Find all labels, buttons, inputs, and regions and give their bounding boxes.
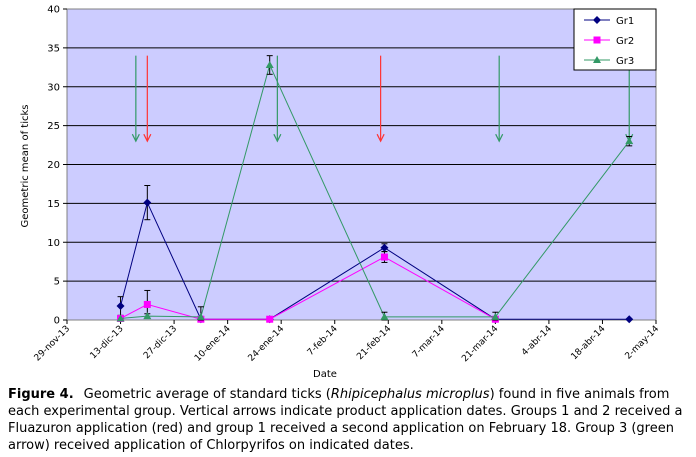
y-tick-label: 10 xyxy=(47,238,60,249)
series-gr3 xyxy=(116,55,634,322)
y-tick-label: 40 xyxy=(47,5,60,16)
legend-label: Gr3 xyxy=(616,56,634,67)
arrow-head xyxy=(273,133,282,143)
y-tick-label: 35 xyxy=(47,43,60,54)
application-arrow xyxy=(495,55,504,143)
caption-label: Figure 4 xyxy=(8,387,69,402)
x-tick-label: 7-mar-14 xyxy=(411,324,447,360)
x-tick-label: 21-mar-14 xyxy=(460,324,500,364)
caption-text: Geometric average of standard ticks (Rhi… xyxy=(8,387,683,453)
point-marker xyxy=(266,315,274,323)
point-marker xyxy=(593,36,601,44)
point-marker xyxy=(196,312,205,320)
y-axis-label: Geometric mean of ticks xyxy=(20,105,31,228)
application-arrow xyxy=(131,55,140,143)
point-marker xyxy=(116,302,125,311)
x-tick-label: 29-nov-13 xyxy=(33,324,72,363)
point-marker xyxy=(265,60,274,68)
x-tick-label: 4-abr-14 xyxy=(520,324,554,358)
point-marker xyxy=(625,315,634,324)
x-tick-label: 7-feb-14 xyxy=(306,324,340,358)
point-marker xyxy=(143,198,152,207)
application-arrows xyxy=(131,55,634,143)
legend-items: Gr1 Gr2 Gr3 xyxy=(584,16,634,67)
point-marker xyxy=(380,253,388,261)
figure-caption: Figure 4. Geometric average of standard t… xyxy=(8,386,692,454)
legend-label: Gr1 xyxy=(616,16,634,27)
legend-item: Gr3 xyxy=(584,56,634,67)
application-arrow xyxy=(376,55,385,143)
legend: Gr1 Gr2 Gr3 xyxy=(573,8,657,71)
x-tick-label: 24-ene-14 xyxy=(247,324,287,364)
data-series xyxy=(116,55,634,324)
legend-item: Gr1 xyxy=(584,16,634,27)
point-marker xyxy=(625,137,634,145)
y-tick-label: 5 xyxy=(54,277,60,288)
x-tick-label: 18-abr-14 xyxy=(570,324,608,362)
caption-period: . xyxy=(68,387,74,402)
y-tick-label: 15 xyxy=(47,199,60,210)
arrow-head xyxy=(143,133,152,143)
point-marker xyxy=(593,16,601,24)
point-marker xyxy=(380,243,389,252)
x-tick-label: 27-dic-13 xyxy=(142,324,179,361)
y-tick-label: 20 xyxy=(47,160,60,171)
x-tick-label: 10-ene-14 xyxy=(193,324,233,364)
y-tick-label: 0 xyxy=(54,316,60,327)
application-arrow xyxy=(273,55,282,143)
y-tick-label: 30 xyxy=(47,82,60,93)
arrow-head xyxy=(495,133,504,143)
x-tick-label: 21-feb-14 xyxy=(355,324,393,362)
point-marker xyxy=(143,312,152,320)
point-marker xyxy=(143,300,151,308)
series-line xyxy=(120,256,496,320)
gridlines xyxy=(63,8,657,324)
point-marker xyxy=(116,314,125,322)
point-marker xyxy=(491,312,500,320)
x-axis-label: Date xyxy=(313,369,337,380)
application-arrow xyxy=(143,55,152,143)
point-marker xyxy=(380,312,389,320)
y-tick-labels: 0 5 10 15 20 25 30 35 40 xyxy=(47,5,60,327)
legend-item: Gr2 xyxy=(584,36,634,47)
legend-label: Gr2 xyxy=(616,36,634,47)
y-tick-label: 25 xyxy=(47,121,60,132)
x-tick-label: 2-may-14 xyxy=(624,324,662,362)
x-tick-label: 13-dic-13 xyxy=(88,324,125,361)
chart: 0 5 10 15 20 25 30 35 40 29-nov-13 13-dic-13 27-di… xyxy=(20,5,662,381)
x-tick-labels: 29-nov-13 13-dic-13 27-dic-13 10-ene-14 24-e… xyxy=(33,324,662,364)
arrow-head xyxy=(376,133,385,143)
arrow-head xyxy=(131,133,140,143)
point-marker xyxy=(593,56,601,63)
